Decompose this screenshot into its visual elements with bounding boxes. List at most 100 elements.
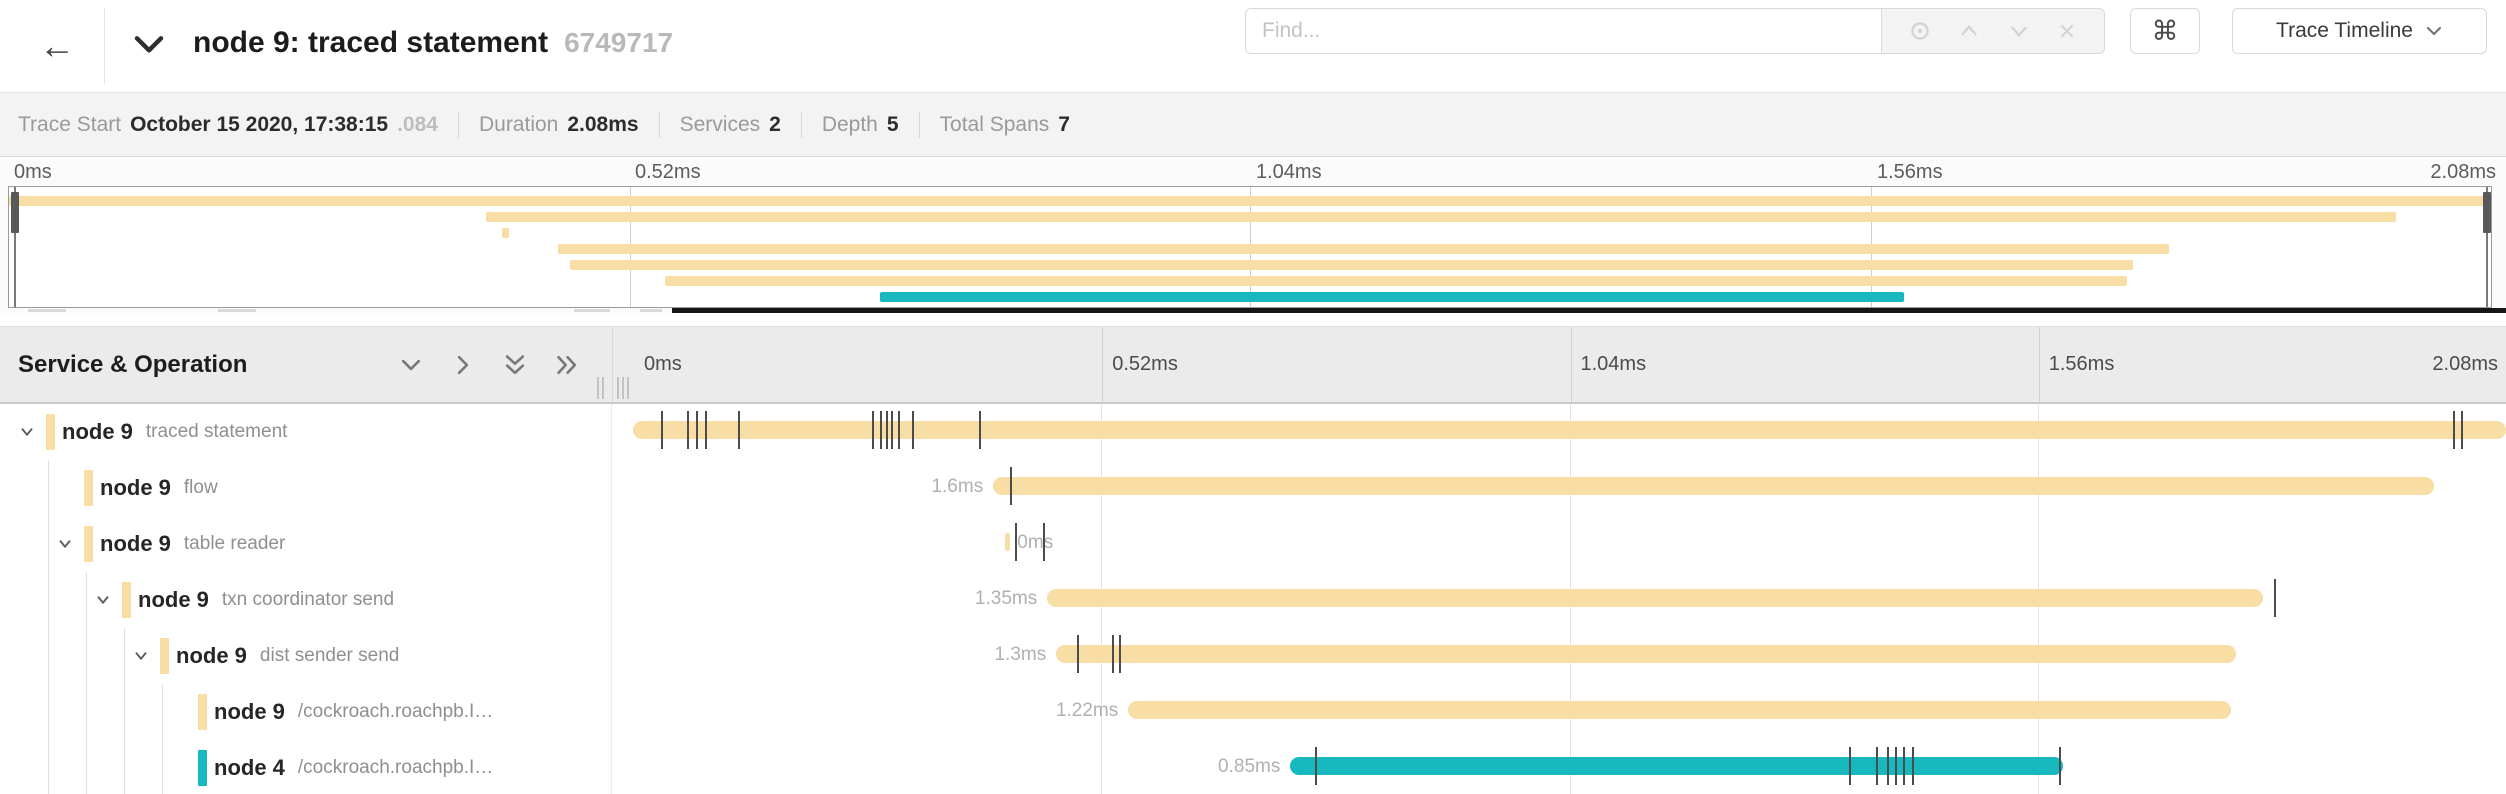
keyboard-shortcuts-button[interactable]: ⌘ — [2130, 8, 2200, 54]
span-timeline-cell[interactable]: 1.22ms — [610, 684, 2506, 740]
trace-title-toggle-button[interactable] — [126, 28, 172, 64]
span-bar[interactable] — [1004, 533, 1011, 551]
column-resize-handle[interactable] — [617, 377, 629, 399]
span-name-cell[interactable]: node 4/cockroach.roachpb.I… — [0, 740, 610, 794]
span-bar[interactable] — [633, 421, 2506, 439]
span-duration-label: 0ms — [1017, 532, 1054, 553]
span-timeline-cell[interactable]: 1.35ms — [610, 572, 2506, 628]
span-bar[interactable] — [1290, 757, 2063, 775]
tree-guide-line — [48, 684, 49, 740]
tree-guide-line — [162, 684, 163, 740]
service-name: node 9 — [214, 699, 285, 724]
minimap-right-scrubber-grip[interactable] — [2483, 192, 2491, 233]
log-event-tick — [660, 411, 663, 449]
next-result-button[interactable] — [2007, 19, 2031, 43]
operation-name: dist sender send — [259, 645, 400, 666]
log-event-tick — [891, 411, 894, 449]
expand-one-button[interactable] — [450, 352, 476, 378]
double-chevron-down-icon — [505, 355, 525, 375]
span-duration-label: 1.3ms — [994, 644, 1047, 665]
span-timeline-cell[interactable]: 1.6ms — [610, 460, 2506, 516]
span-name[interactable]: node 9/cockroach.roachpb.I… — [214, 684, 493, 740]
duration-value: 2.08ms — [567, 112, 639, 136]
expand-all-button[interactable] — [554, 352, 580, 378]
expand-chevron-icon[interactable] — [132, 647, 150, 665]
span-name[interactable]: node 9 table reader — [100, 516, 285, 572]
prev-result-button[interactable] — [1957, 19, 1981, 43]
log-event-tick — [695, 411, 698, 449]
panel-timeline-divider — [611, 404, 612, 794]
column-resize-handle[interactable] — [597, 377, 604, 399]
log-event-tick — [1895, 747, 1898, 785]
minimap-canvas[interactable] — [8, 186, 2492, 308]
log-event-tick — [686, 411, 689, 449]
minimap-left-scrubber[interactable] — [11, 187, 19, 307]
log-event-tick — [1314, 747, 1317, 785]
span-name-cell[interactable]: node 9 flow — [0, 460, 610, 516]
log-event-tick — [1849, 747, 1852, 785]
service-name: node 4 — [214, 755, 285, 780]
minimap-right-scrubber[interactable] — [2483, 187, 2491, 307]
chevron-down-icon — [401, 359, 421, 371]
clear-search-button[interactable] — [2056, 20, 2078, 42]
operation-name: flow — [183, 477, 218, 498]
span-name[interactable]: node 9 flow — [100, 460, 218, 516]
minimap-left-scrubber-grip[interactable] — [11, 192, 19, 233]
minimap-axis-tick-label: 0.52ms — [635, 161, 701, 183]
minimap-axis-tick-label: 1.56ms — [1877, 161, 1943, 183]
header-band-background: Service & Operation — [0, 326, 2506, 404]
collapse-one-button[interactable] — [398, 352, 424, 378]
span-timeline-cell[interactable]: 0.85ms — [610, 740, 2506, 794]
minimap-scrollbar-notch — [640, 309, 662, 312]
expand-chevron-icon[interactable] — [18, 423, 36, 441]
expand-chevron-icon[interactable] — [94, 591, 112, 609]
back-button[interactable]: ← — [30, 20, 84, 72]
collapse-all-button[interactable] — [502, 352, 528, 378]
span-name-cell[interactable]: node 9/cockroach.roachpb.I… — [0, 684, 610, 740]
focus-match-button[interactable] — [1908, 19, 1932, 43]
operation-name: /cockroach.roachpb.I… — [297, 701, 494, 722]
span-bar[interactable] — [993, 477, 2434, 495]
span-name-cell[interactable]: node 9 table reader — [0, 516, 610, 572]
span-color-swatch — [46, 414, 55, 450]
services-value: 2 — [769, 112, 781, 136]
span-duration-label: 1.6ms — [931, 476, 984, 497]
trace-start-item: Trace Start October 15 2020, 17:38:15 .08… — [18, 113, 438, 137]
span-name[interactable]: node 9 dist sender send — [176, 628, 399, 684]
span-name[interactable]: node 9 traced statement — [62, 404, 287, 460]
span-timeline-cell[interactable]: 1.3ms — [610, 628, 2506, 684]
trace-header: ← node 9: traced statement 6749717 — [0, 0, 2506, 92]
trace-metadata-bar: Trace Start October 15 2020, 17:38:15 .08… — [0, 92, 2506, 157]
service-operation-title: Service & Operation — [18, 351, 248, 378]
service-name: node 9 — [100, 475, 171, 500]
minimap-scrollbar[interactable] — [672, 308, 2506, 313]
services-item: Services 2 — [680, 113, 781, 137]
page-title: node 9: traced statement 6749717 — [193, 26, 673, 60]
chevron-down-icon — [134, 35, 164, 53]
span-name[interactable]: node 4/cockroach.roachpb.I… — [214, 740, 493, 794]
find-input[interactable] — [1245, 8, 1881, 54]
span-name-cell[interactable]: node 9 txn coordinator send — [0, 572, 610, 628]
log-event-tick — [704, 411, 707, 449]
span-bar[interactable] — [1056, 645, 2236, 663]
trace-id: 6749717 — [564, 27, 674, 58]
service-name: node 9 — [176, 643, 247, 668]
span-name-cell[interactable]: node 9 dist sender send — [0, 628, 610, 684]
log-event-tick — [1911, 747, 1914, 785]
log-event-tick — [872, 411, 875, 449]
span-timeline-cell[interactable] — [610, 404, 2506, 460]
metadata-separator — [658, 111, 660, 138]
span-name[interactable]: node 9 txn coordinator send — [138, 572, 394, 628]
total-spans-item: Total Spans 7 — [940, 113, 1070, 137]
minimap-span-bar — [9, 196, 2491, 206]
total-spans-value: 7 — [1058, 112, 1070, 136]
chevron-down-icon — [2426, 27, 2441, 36]
minimap-scrollbar-notch — [28, 309, 66, 312]
view-selector-dropdown[interactable]: Trace Timeline — [2232, 8, 2487, 54]
span-name-cell[interactable]: node 9 traced statement — [0, 404, 610, 460]
trace-minimap: 0ms 0.52ms 1.04ms 1.56ms 2.08ms — [0, 157, 2506, 313]
expand-chevron-icon[interactable] — [56, 535, 74, 553]
span-bar[interactable] — [1128, 701, 2232, 719]
span-bar[interactable] — [1047, 589, 2263, 607]
span-timeline-cell[interactable]: 0ms — [610, 516, 2506, 572]
